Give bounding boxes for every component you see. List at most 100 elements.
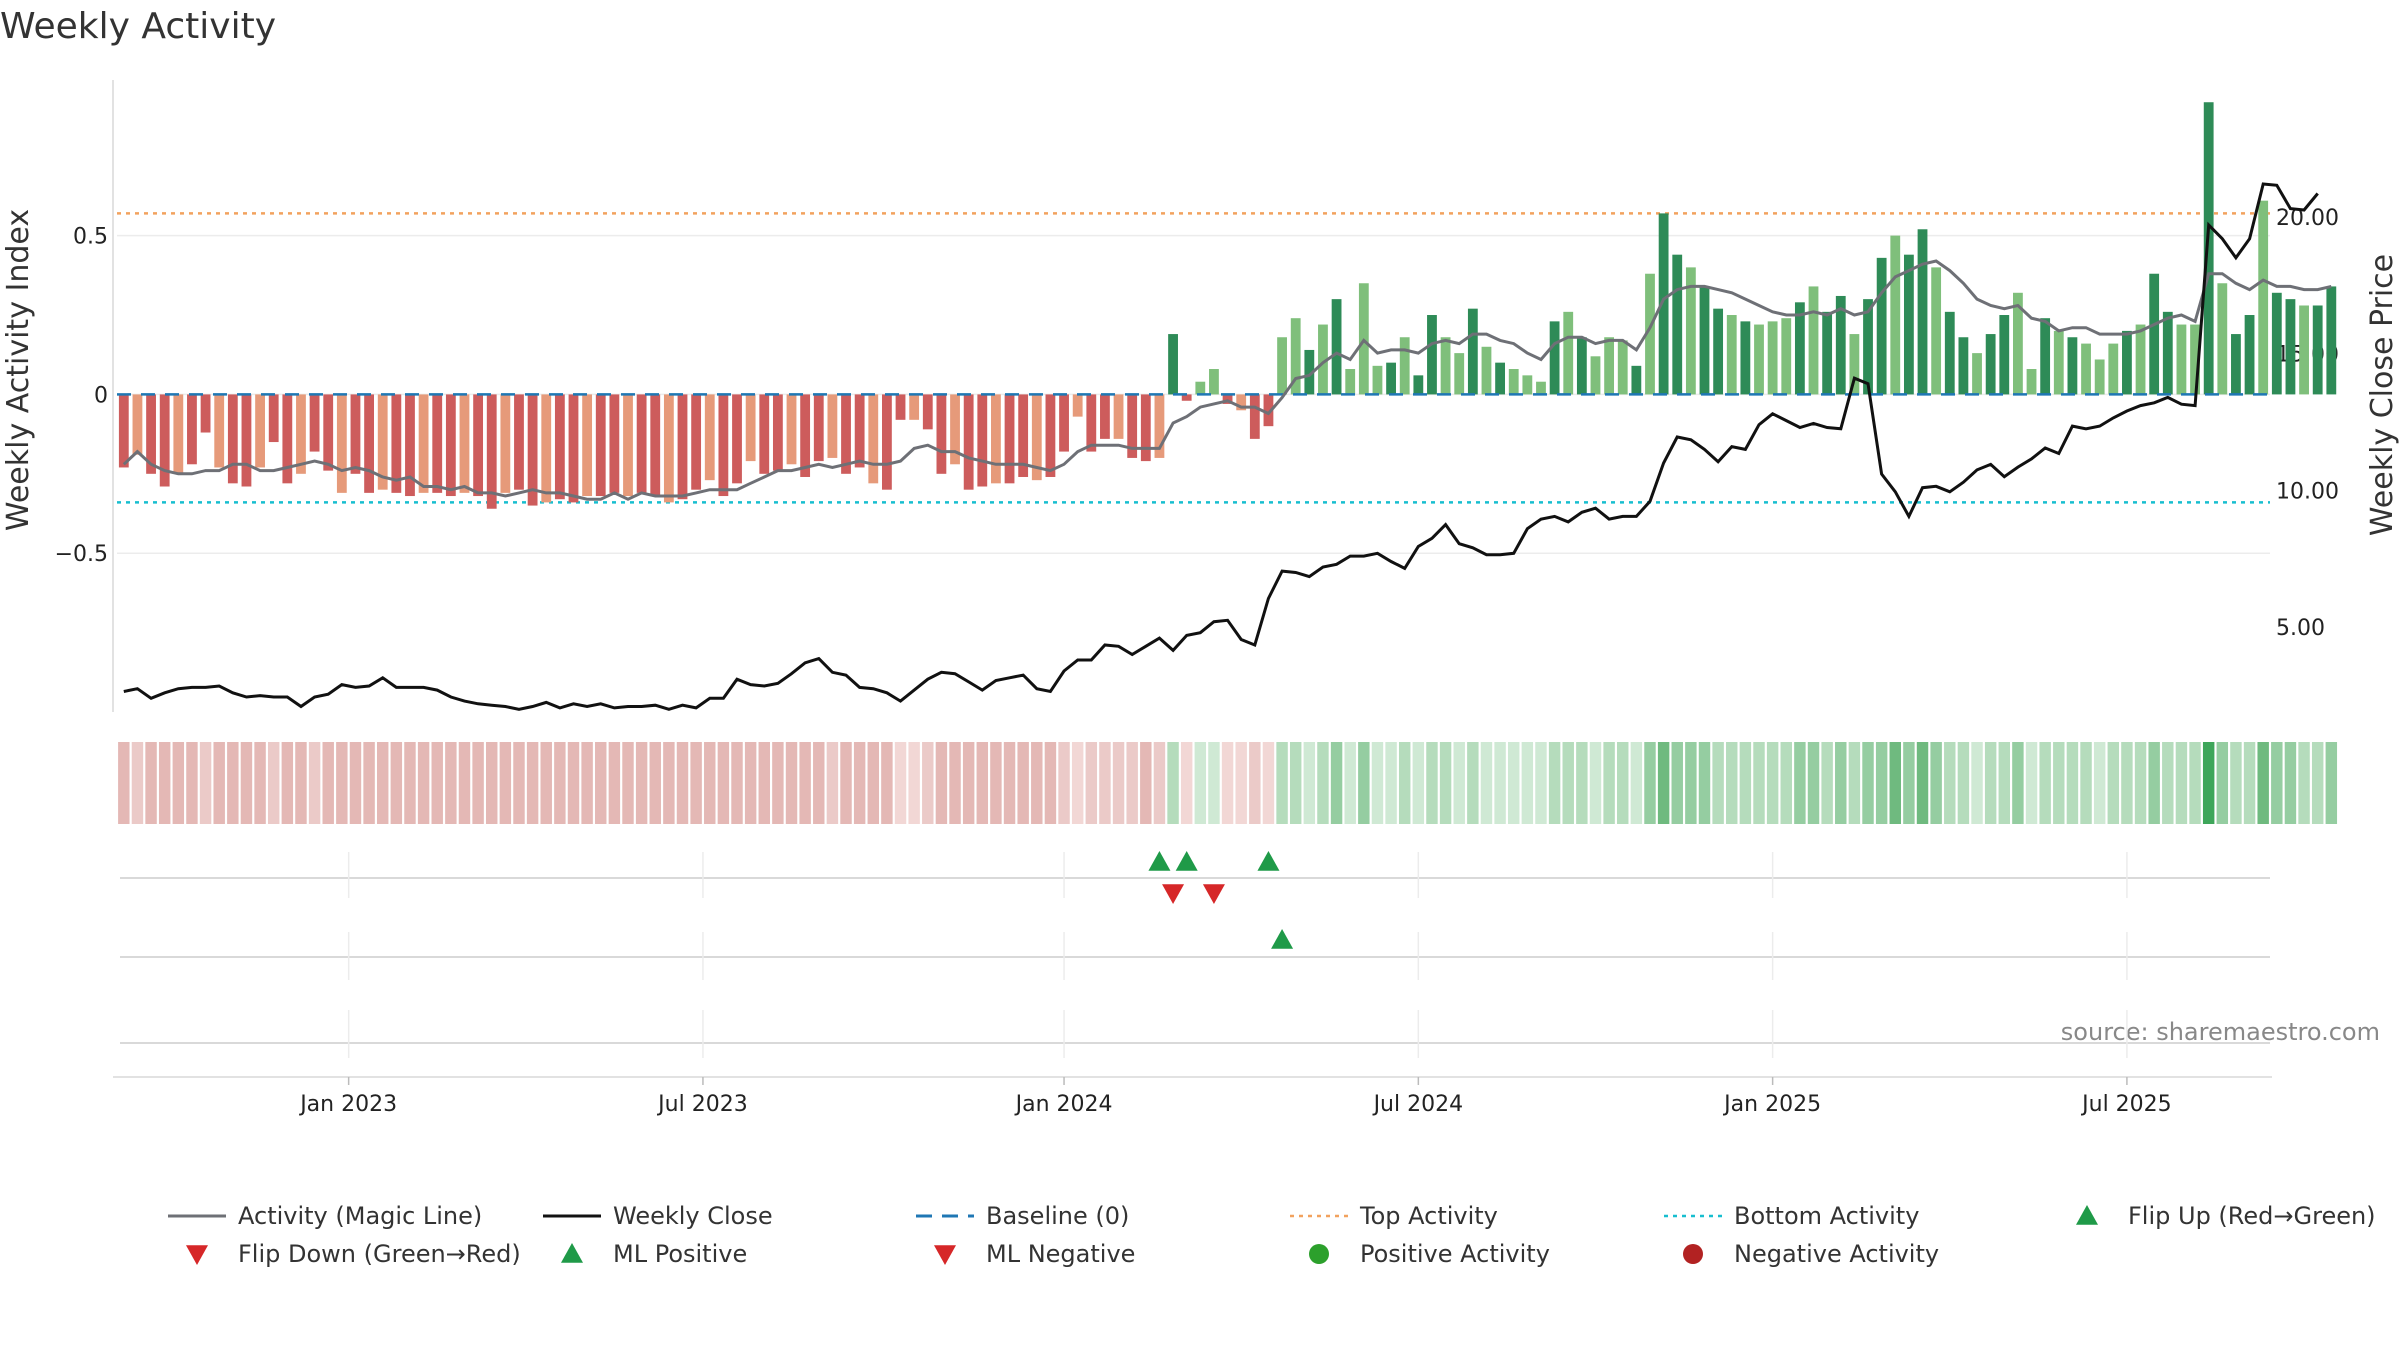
- shade-cell: [2243, 742, 2256, 824]
- activity-bar: [922, 394, 933, 430]
- activity-bar: [1699, 286, 1710, 395]
- shade-cell: [526, 742, 539, 824]
- activity-bar: [1045, 394, 1056, 477]
- activity-bar: [1767, 321, 1778, 395]
- activity-bar: [1944, 311, 1955, 395]
- activity-bar: [1072, 394, 1083, 417]
- shade-cell: [1944, 742, 1956, 824]
- shade-cell: [322, 742, 334, 824]
- shade-cell: [1957, 742, 1970, 824]
- shade-cell: [458, 742, 471, 824]
- legend-label: Top Activity: [1359, 1202, 1498, 1230]
- shade-cell: [567, 742, 580, 824]
- shade-cell: [1657, 742, 1670, 824]
- shade-cell: [1671, 742, 1683, 824]
- activity-bar: [1876, 257, 1887, 395]
- activity-bar: [1427, 315, 1437, 395]
- activity-bar: [1059, 394, 1069, 452]
- shade-cell: [731, 742, 743, 824]
- activity-bar: [1508, 369, 1519, 395]
- shade-cell: [540, 742, 552, 824]
- shade-cell: [1794, 742, 1806, 824]
- activity-bar: [2094, 359, 2105, 395]
- shade-cell: [1726, 742, 1738, 824]
- shade-cell: [213, 742, 225, 824]
- shade-cell: [1780, 742, 1792, 824]
- shade-cell: [990, 742, 1002, 824]
- activity-bar: [636, 394, 647, 493]
- flip-up-marker: [1148, 851, 1171, 871]
- shade-cell: [1984, 742, 1997, 824]
- shade-cell: [1371, 742, 1384, 824]
- activity-bar: [500, 394, 511, 493]
- shade-cell: [840, 742, 852, 824]
- activity-bar: [1086, 394, 1097, 452]
- activity-bar: [2258, 200, 2269, 395]
- shade-cell: [2080, 742, 2092, 824]
- shade-cell: [1848, 742, 1861, 824]
- shade-cell: [2311, 742, 2324, 824]
- legend-label: ML Negative: [986, 1240, 1135, 1268]
- shade-cell: [1875, 742, 1888, 824]
- activity-bar: [1890, 235, 1901, 395]
- legend-swatch-up-triangle: [561, 1243, 583, 1263]
- shade-cell: [2039, 742, 2051, 824]
- activity-bar: [1808, 286, 1819, 395]
- shade-cell: [922, 742, 934, 824]
- activity-bar: [187, 394, 197, 465]
- activity-bar: [527, 394, 538, 506]
- legend-label: Positive Activity: [1360, 1240, 1550, 1268]
- legend: Activity (Magic Line) Weekly Close Baselin…: [168, 1202, 2376, 1268]
- shade-cell: [663, 742, 675, 824]
- activity-bar: [759, 394, 770, 474]
- activity-bar: [1277, 337, 1287, 395]
- shade-cell: [1112, 742, 1125, 824]
- shade-cell: [1126, 742, 1138, 824]
- shade-cell: [1003, 742, 1016, 824]
- shade-cell: [1494, 742, 1506, 824]
- x-axis: Jan 2023 Jul 2023 Jan 2024 Jul 2024 Jan 2025…: [113, 1076, 2272, 1117]
- activity-bar: [732, 394, 742, 484]
- legend-swatch-down-triangle: [934, 1245, 956, 1265]
- shade-cell: [2148, 742, 2160, 824]
- activity-bar: [1604, 337, 1615, 395]
- shade-cell: [1071, 742, 1084, 824]
- activity-bar: [1917, 229, 1928, 395]
- activity-bar: [486, 394, 497, 509]
- shade-cell: [1099, 742, 1111, 824]
- activity-bar: [377, 394, 388, 490]
- legend-label: ML Positive: [613, 1240, 747, 1268]
- shade-cell: [1698, 742, 1711, 824]
- shade-cell: [2298, 742, 2310, 824]
- shade-cell: [267, 742, 280, 824]
- shade-cell: [295, 742, 307, 824]
- shade-cell: [186, 742, 198, 824]
- shade-cell: [1916, 742, 1929, 824]
- activity-bar: [1631, 365, 1642, 395]
- legend-label: Flip Down (Green→Red): [238, 1240, 521, 1268]
- activity-bar: [268, 394, 279, 443]
- activity-bar: [132, 394, 143, 455]
- shade-cell: [1576, 742, 1588, 824]
- activity-bar: [1563, 311, 1574, 395]
- activity-bar: [1222, 394, 1233, 404]
- activity-bar: [514, 394, 524, 490]
- shade-cell: [908, 742, 920, 824]
- activity-bar: [336, 394, 347, 493]
- shade-cell: [417, 742, 430, 824]
- activity-bar: [2217, 283, 2228, 395]
- activity-bar: [214, 394, 225, 468]
- activity-bar: [1835, 295, 1846, 395]
- activity-bar: [445, 394, 456, 497]
- shade-cell: [131, 742, 144, 824]
- shade-cell: [1058, 742, 1070, 824]
- shade-cell: [1439, 742, 1452, 824]
- shade-cell: [1358, 742, 1370, 824]
- activity-bar: [2081, 343, 2091, 395]
- activity-bar: [364, 394, 374, 493]
- legend-swatch-down-triangle: [186, 1245, 208, 1265]
- right-tick-label: 5.00: [2276, 616, 2325, 641]
- activity-bar: [1576, 337, 1587, 395]
- shade-cell: [1398, 742, 1411, 824]
- activity-bar: [1903, 254, 1914, 395]
